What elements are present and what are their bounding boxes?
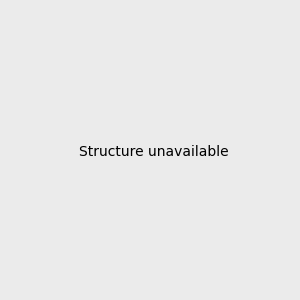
Text: Structure unavailable: Structure unavailable <box>79 145 229 158</box>
